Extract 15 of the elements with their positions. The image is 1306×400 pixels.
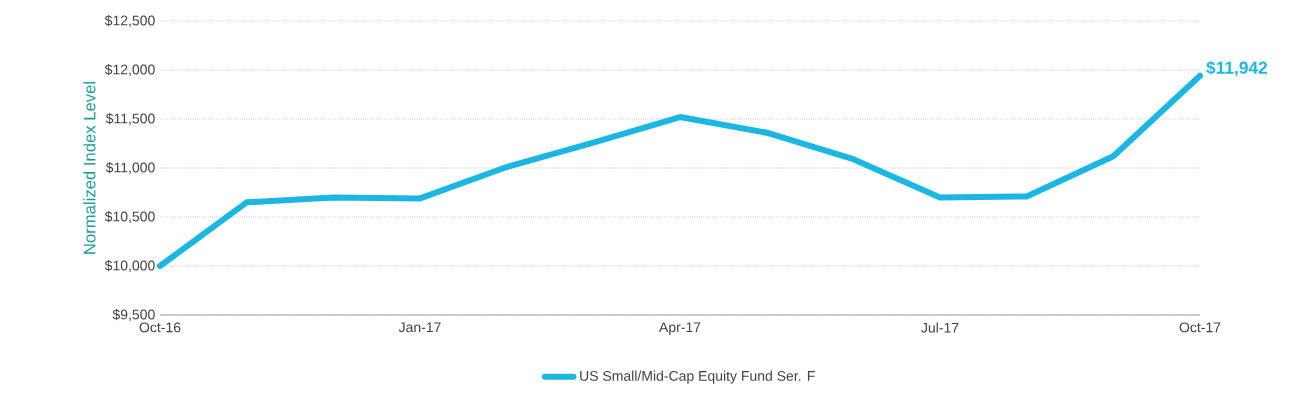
y-axis-title: Normalized Index Level — [83, 82, 96, 254]
y-tick-label: $12,000 — [104, 63, 155, 77]
y-tick-label: $10,000 — [104, 259, 155, 273]
y-tick-label: $12,500 — [104, 14, 155, 28]
x-tick-label: Jan-17 — [398, 322, 441, 333]
x-tick-label: Oct-16 — [139, 322, 181, 333]
y-tick-label: $9,500 — [112, 308, 155, 322]
x-tick-label: Jul-17 — [921, 322, 959, 333]
y-tick-label: $11,000 — [105, 161, 155, 175]
x-tick-label: Apr-17 — [659, 322, 701, 335]
y-tick-label: $11,500 — [105, 112, 155, 126]
y-tick-label: $10,500 — [104, 210, 155, 224]
x-tick-label: Oct-17 — [1179, 322, 1221, 333]
annotation: $11,942 — [1206, 60, 1268, 77]
legend-label: US Small/Mid-Cap Equity Fund Ser. F — [580, 370, 815, 384]
